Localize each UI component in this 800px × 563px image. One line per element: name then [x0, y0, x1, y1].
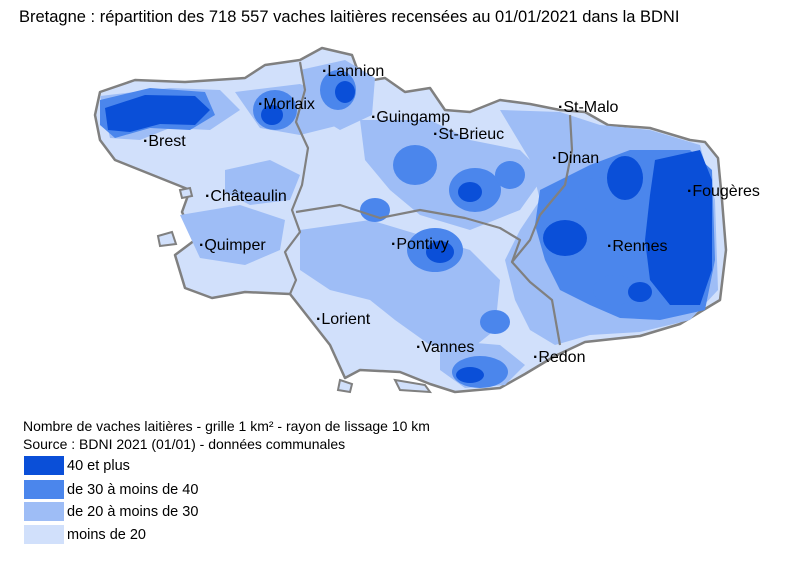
city-st-brieuc: ·St-Brieuc: [433, 126, 505, 143]
city-redon: ·Redon: [533, 349, 586, 366]
legend-label: de 20 à moins de 30: [67, 503, 199, 520]
city-guingamp: ·Guingamp: [371, 109, 451, 126]
city-quimper: ·Quimper: [199, 237, 266, 254]
source-note: Source : BDNI 2021 (01/01) - données com…: [23, 436, 346, 452]
legend-label: 40 et plus: [67, 457, 130, 474]
city-pontivy: ·Pontivy: [391, 236, 449, 253]
city-st-malo: ·St-Malo: [558, 99, 619, 116]
legend-label: de 30 à moins de 40: [67, 481, 199, 498]
legend-item-30-40: de 30 à moins de 40: [24, 480, 198, 499]
legend-swatch: [24, 480, 64, 499]
city-lorient: ·Lorient: [316, 311, 371, 328]
city-fougeres: ·Fougères: [687, 183, 760, 200]
map-title: Bretagne : répartition des 718 557 vache…: [19, 8, 680, 26]
legend-swatch: [24, 456, 64, 475]
city-rennes: ·Rennes: [607, 238, 668, 255]
legend-item-20-30: de 20 à moins de 30: [24, 502, 198, 521]
legend-item-40-plus: 40 et plus: [24, 456, 130, 475]
city-chateaulin: ·Châteaulin: [205, 188, 287, 205]
legend-swatch: [24, 525, 64, 544]
legend-label: moins de 20: [67, 526, 146, 543]
legend-swatch: [24, 502, 64, 521]
department-borders: [283, 61, 574, 346]
city-dinan: ·Dinan: [552, 150, 600, 167]
city-brest: ·Brest: [143, 133, 186, 150]
islands: [156, 186, 433, 394]
city-morlaix: ·Morlaix: [258, 96, 315, 113]
city-vannes: ·Vannes: [416, 339, 475, 356]
class-40-plus-zones: [105, 81, 712, 383]
grid-note: Nombre de vaches laitières - grille 1 km…: [23, 418, 430, 434]
legend-item-under-20: moins de 20: [24, 525, 146, 544]
city-lannion: ·Lannion: [322, 63, 385, 80]
